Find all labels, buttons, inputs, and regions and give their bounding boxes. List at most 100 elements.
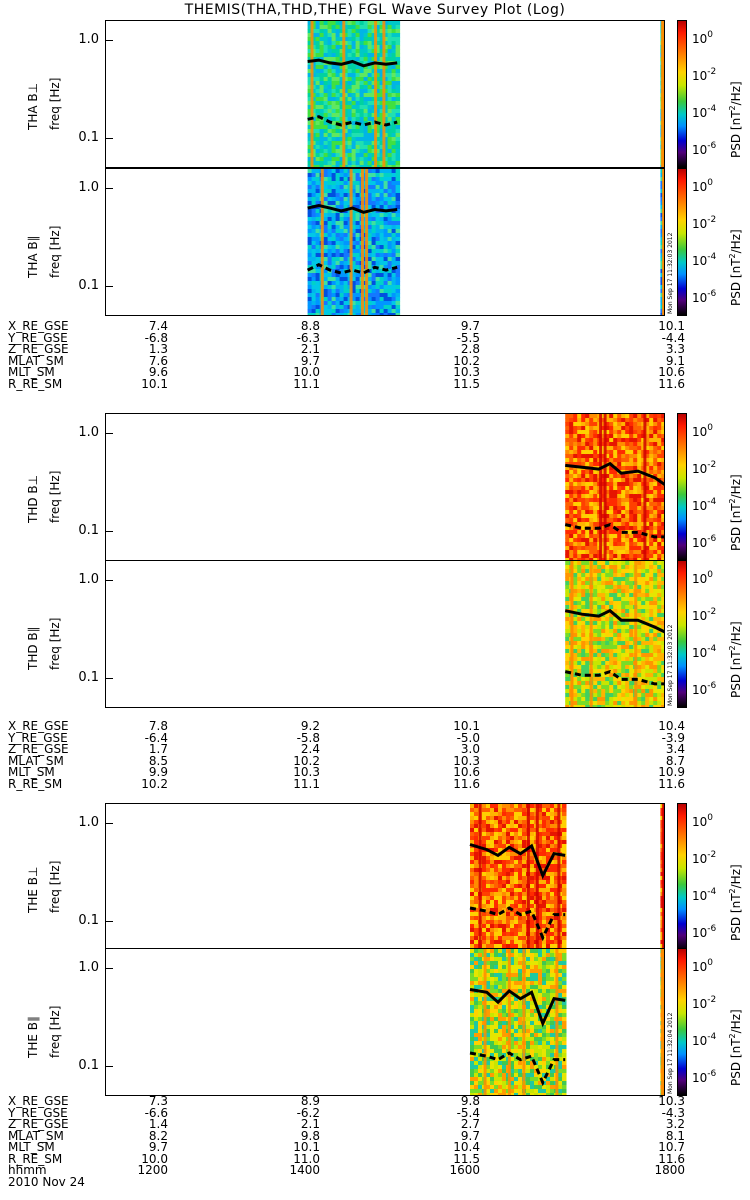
spectrogram-cell bbox=[625, 494, 630, 499]
spectrogram-cell bbox=[502, 924, 507, 929]
spectrogram-cell bbox=[601, 593, 606, 598]
spectrogram-cell bbox=[530, 868, 535, 873]
spectrogram-cell bbox=[538, 808, 543, 813]
spectrogram-cell bbox=[577, 589, 582, 594]
spectrogram-cell bbox=[343, 233, 349, 238]
spectrogram-cell bbox=[530, 836, 535, 841]
spectrogram-cell bbox=[474, 804, 479, 809]
spectrogram-cell bbox=[657, 697, 662, 702]
spectrogram-cell bbox=[637, 669, 642, 674]
spectrogram-cell bbox=[601, 565, 606, 570]
spectrogram-cell bbox=[585, 486, 590, 491]
generation-timestamp: Mon Sep 17 11:32:03 2012 bbox=[667, 624, 674, 706]
spectrogram-cell bbox=[609, 502, 614, 507]
spectrogram-cell bbox=[470, 848, 475, 853]
spectrogram-cell bbox=[625, 514, 630, 519]
spectrogram-cell bbox=[311, 269, 317, 274]
spectrogram-cell bbox=[565, 526, 570, 531]
spectrogram-cell bbox=[311, 145, 317, 150]
spectrogram-cell bbox=[609, 534, 614, 539]
spectrogram-cell bbox=[645, 426, 650, 431]
spectrogram-cell bbox=[311, 297, 317, 302]
spectrogram-cell bbox=[645, 526, 650, 531]
spectrogram-cell bbox=[585, 617, 590, 622]
spectrogram-cell bbox=[482, 836, 487, 841]
spectrogram-cell bbox=[657, 641, 662, 646]
spectrogram-cell bbox=[645, 601, 650, 606]
spectrogram-cell bbox=[307, 181, 313, 186]
spectrogram-cell bbox=[367, 261, 373, 266]
spectrogram-cell bbox=[661, 577, 664, 582]
spectrogram-cell bbox=[367, 253, 373, 258]
spectrogram-cell bbox=[637, 585, 642, 590]
spectrogram-cell bbox=[569, 502, 574, 507]
spectrogram-cell bbox=[339, 89, 345, 94]
spectrogram-cell bbox=[331, 261, 337, 266]
spectrogram-cell bbox=[546, 892, 551, 897]
spectrogram-cell bbox=[542, 920, 547, 925]
spectrogram-cell bbox=[355, 249, 361, 254]
spectrogram-cell bbox=[617, 534, 622, 539]
spectrogram-cell bbox=[367, 49, 373, 54]
spectrogram-cell bbox=[486, 904, 491, 909]
spectrogram-cell bbox=[538, 888, 543, 893]
spectrogram-cell bbox=[565, 625, 570, 630]
spectrogram-cell bbox=[375, 53, 381, 58]
spectrogram-cell bbox=[664, 237, 665, 242]
spectrogram-cell bbox=[601, 470, 606, 475]
spectrogram-cell bbox=[653, 569, 658, 574]
spectrogram-cell bbox=[355, 117, 361, 122]
spectrogram-cell bbox=[637, 645, 642, 650]
spectrogram-cell bbox=[363, 37, 369, 42]
spectrogram-cell bbox=[339, 141, 345, 146]
spectrogram-cell bbox=[383, 233, 389, 238]
spectrogram-cell bbox=[486, 892, 491, 897]
spectrogram-cell bbox=[391, 121, 397, 126]
spectrogram-cell bbox=[470, 981, 475, 986]
spectrogram-cell bbox=[371, 113, 377, 118]
spectrogram-cell bbox=[562, 916, 567, 921]
spectrogram-cell bbox=[637, 514, 642, 519]
spectrogram-cell bbox=[331, 41, 337, 46]
spectrogram-cell bbox=[629, 462, 634, 467]
spectrogram-cell bbox=[323, 177, 329, 182]
spectrogram-cell bbox=[637, 542, 642, 547]
spectrogram-cell bbox=[482, 804, 487, 809]
spectrogram-cell bbox=[589, 502, 594, 507]
spectrogram-cell bbox=[569, 430, 574, 435]
spectrogram-cell bbox=[645, 681, 650, 686]
spectrogram-cell bbox=[609, 478, 614, 483]
spectrogram-cell bbox=[565, 454, 570, 459]
spectrogram-cell bbox=[315, 21, 321, 26]
spectrogram-cell bbox=[577, 458, 582, 463]
spectrogram-cell bbox=[609, 486, 614, 491]
spectrogram-cell bbox=[617, 597, 622, 602]
spectrogram-cell bbox=[589, 526, 594, 531]
spectrogram-cell bbox=[617, 414, 622, 419]
spectrogram-cell bbox=[307, 29, 313, 34]
spectrogram-cell bbox=[327, 53, 333, 58]
tick-exponent: -2 bbox=[707, 606, 717, 617]
spectrogram-cell bbox=[585, 621, 590, 626]
spectrogram-cell bbox=[621, 422, 626, 427]
spectrogram-cell bbox=[351, 221, 357, 226]
spectrogram-cell bbox=[577, 422, 582, 427]
spectrogram-cell bbox=[649, 558, 654, 560]
spectrogram-cell bbox=[649, 418, 654, 423]
spectrogram-cell bbox=[359, 33, 365, 38]
spectrogram-cell bbox=[621, 494, 626, 499]
spectrogram-cell bbox=[538, 904, 543, 909]
y-tick-label: 1.0 bbox=[78, 32, 99, 48]
spectrogram-cell bbox=[367, 45, 373, 50]
spectrogram-cell bbox=[379, 141, 385, 146]
spectrogram-cell bbox=[565, 605, 570, 610]
spectrogram-cell bbox=[323, 249, 329, 254]
spectrogram-cell bbox=[538, 832, 543, 837]
spectrogram-cell bbox=[542, 892, 547, 897]
spectrogram-cell bbox=[375, 169, 381, 174]
spectrogram-cell bbox=[387, 165, 393, 167]
spectrogram-cell bbox=[542, 944, 547, 949]
spectrogram-cell bbox=[363, 97, 369, 102]
spectrogram-cell bbox=[530, 944, 535, 949]
spectrogram-cell bbox=[613, 637, 618, 642]
